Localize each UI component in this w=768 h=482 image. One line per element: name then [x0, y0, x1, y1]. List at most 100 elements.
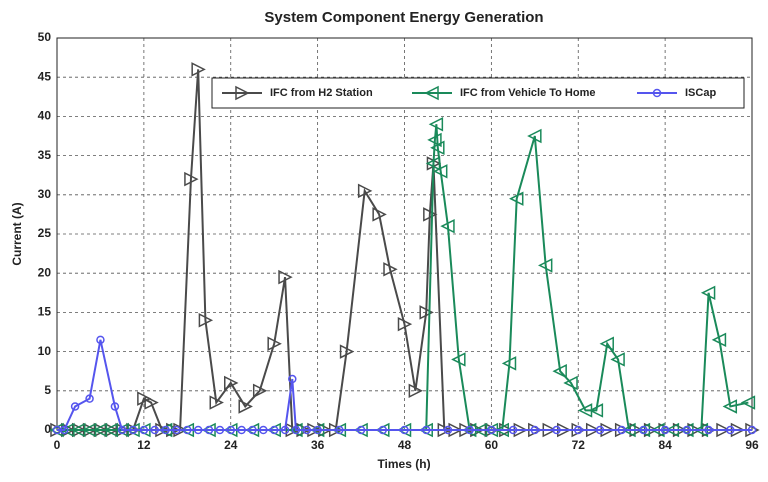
marker	[425, 156, 441, 171]
marker	[209, 395, 224, 410]
series-line	[57, 339, 752, 431]
y-tick-label: 45	[38, 69, 52, 83]
marker	[137, 391, 152, 406]
marker	[421, 425, 431, 435]
marker	[356, 425, 366, 435]
marker	[740, 395, 756, 410]
marker	[408, 383, 424, 399]
y-tick-label: 30	[38, 187, 52, 201]
x-tick-label: 24	[224, 438, 238, 452]
marker	[552, 425, 561, 435]
marker	[383, 262, 398, 277]
marker	[224, 375, 239, 391]
marker	[508, 425, 518, 435]
y-tick-label: 20	[38, 265, 52, 279]
marker	[278, 269, 293, 285]
marker	[191, 62, 206, 77]
marker	[451, 352, 466, 367]
marker	[595, 425, 605, 435]
marker	[428, 117, 444, 132]
marker	[501, 356, 517, 371]
marker	[704, 425, 713, 435]
marker	[183, 425, 192, 435]
y-tick-label: 40	[38, 109, 52, 123]
marker	[423, 207, 438, 222]
y-tick-label: 15	[38, 305, 52, 319]
marker	[193, 425, 203, 435]
marker	[537, 258, 553, 273]
x-tick-label: 60	[485, 438, 499, 452]
marker	[215, 425, 225, 435]
marker	[150, 425, 159, 435]
marker	[599, 336, 614, 351]
marker	[424, 85, 439, 101]
x-tick-label: 84	[658, 438, 672, 452]
marker	[465, 425, 474, 435]
marker	[184, 171, 199, 187]
marker	[700, 285, 716, 301]
marker	[335, 425, 344, 435]
marker	[252, 383, 268, 399]
marker	[617, 425, 626, 435]
marker	[267, 336, 282, 351]
marker	[288, 374, 297, 384]
legend-label: IFC from H2 Station	[270, 87, 373, 99]
marker	[711, 332, 727, 348]
marker	[357, 183, 373, 199]
marker	[313, 425, 322, 435]
marker	[682, 425, 692, 435]
marker	[144, 395, 159, 410]
marker	[726, 425, 735, 435]
marker	[128, 425, 138, 435]
x-tick-label: 96	[745, 438, 759, 452]
y-tick-label: 50	[38, 30, 52, 44]
marker	[85, 394, 94, 403]
y-tick-label: 0	[44, 422, 51, 436]
marker	[237, 425, 246, 435]
marker	[139, 425, 149, 435]
marker	[280, 425, 290, 435]
x-tick-label: 0	[54, 438, 61, 452]
marker	[372, 207, 387, 222]
marker	[509, 191, 524, 206]
y-tick-label: 25	[38, 226, 52, 240]
marker	[339, 344, 355, 359]
marker	[204, 425, 214, 435]
marker	[378, 425, 388, 435]
marker	[117, 425, 127, 435]
marker	[430, 140, 445, 155]
marker	[552, 363, 567, 379]
x-tick-label: 72	[572, 438, 586, 452]
x-tick-label: 36	[311, 438, 325, 452]
marker	[660, 425, 670, 435]
marker	[302, 425, 312, 435]
marker	[198, 313, 214, 328]
marker	[639, 425, 648, 435]
marker	[574, 425, 583, 435]
y-axis-label: Current (A)	[10, 202, 24, 265]
marker	[269, 425, 279, 435]
marker	[419, 305, 434, 320]
marker	[588, 403, 604, 418]
chart-title: System Component Energy Generation	[264, 9, 543, 26]
x-axis-label: Times (h)	[377, 457, 430, 471]
marker	[172, 425, 181, 435]
marker	[226, 425, 235, 435]
marker	[563, 375, 578, 391]
marker	[110, 402, 120, 411]
marker	[487, 425, 496, 435]
marker	[397, 316, 413, 332]
marker	[161, 425, 170, 435]
marker	[248, 425, 257, 435]
marker	[235, 85, 250, 101]
marker	[259, 425, 268, 435]
marker	[427, 132, 442, 148]
legend-label: ISCap	[685, 87, 716, 99]
y-tick-label: 5	[44, 383, 51, 397]
legend-label: IFC from Vehicle To Home	[460, 87, 596, 99]
marker	[722, 399, 738, 414]
marker	[238, 399, 253, 414]
marker	[96, 335, 105, 345]
marker	[747, 425, 757, 435]
